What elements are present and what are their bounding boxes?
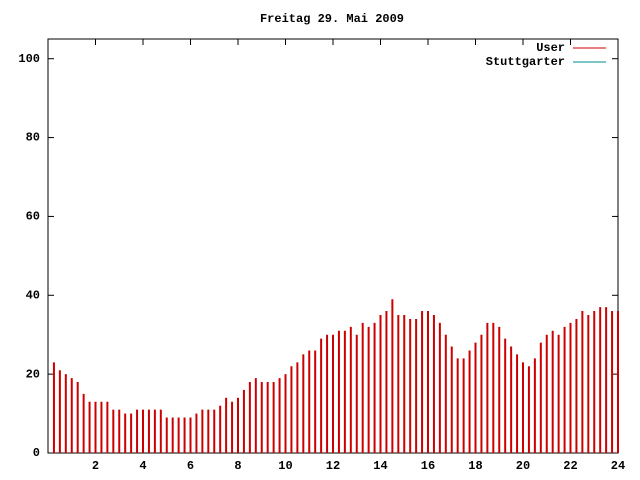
x-tick-label: 12 [326, 459, 340, 473]
x-tick-label: 6 [187, 459, 194, 473]
y-tick-label: 100 [18, 52, 40, 66]
x-tick-label: 18 [468, 459, 482, 473]
y-tick-label: 80 [26, 131, 40, 145]
y-tick-label: 60 [26, 210, 40, 224]
x-tick-label: 2 [92, 459, 99, 473]
x-tick-label: 4 [139, 459, 146, 473]
x-tick-label: 20 [516, 459, 530, 473]
x-tick-label: 14 [373, 459, 387, 473]
y-tick-label: 20 [26, 367, 40, 381]
chart-title: Freitag 29. Mai 2009 [260, 12, 404, 26]
legend-label: Stuttgarter [486, 55, 565, 69]
x-tick-label: 16 [421, 459, 435, 473]
y-tick-label: 0 [33, 446, 40, 460]
x-tick-label: 24 [611, 459, 625, 473]
x-tick-label: 10 [278, 459, 292, 473]
legend-label: User [536, 41, 565, 55]
x-tick-label: 22 [563, 459, 577, 473]
x-tick-label: 8 [234, 459, 241, 473]
y-tick-label: 40 [26, 288, 40, 302]
